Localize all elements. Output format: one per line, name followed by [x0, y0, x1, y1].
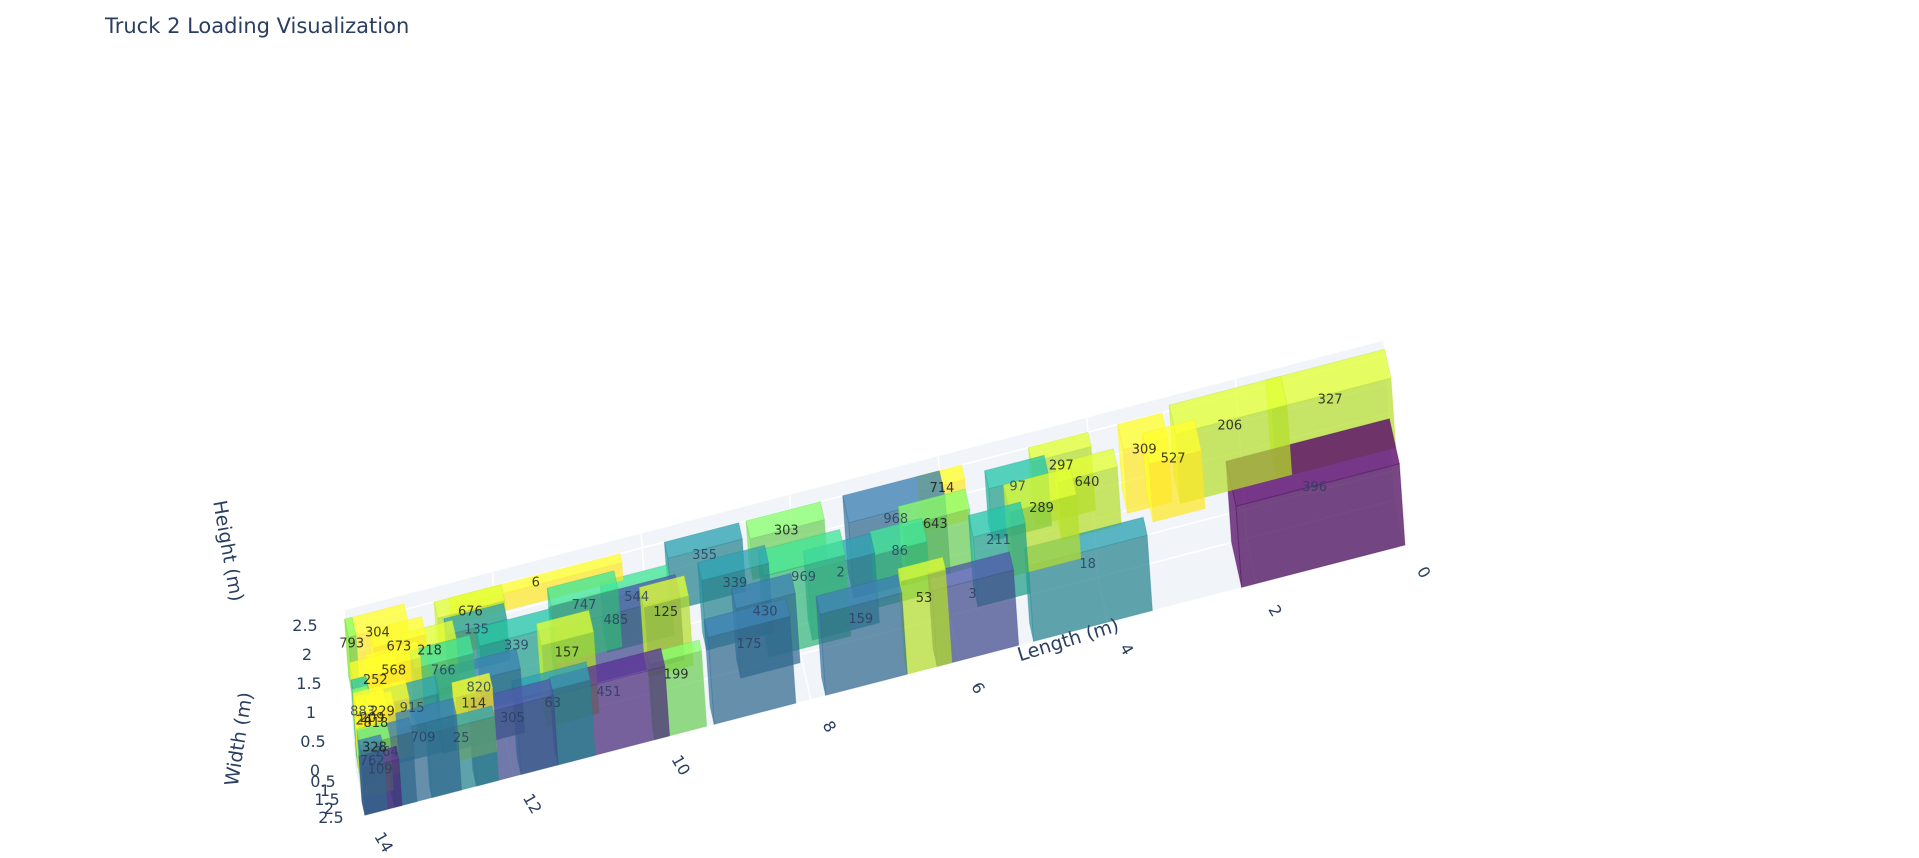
box-label: 114 — [461, 696, 486, 711]
box-label: 818 — [363, 716, 388, 731]
box-label: 968 — [883, 512, 908, 527]
box-label: 135 — [464, 622, 489, 637]
box-label: 766 — [431, 663, 456, 678]
x-tick-label: 10 — [668, 752, 695, 779]
box-label: 175 — [737, 637, 762, 652]
box-label: 714 — [929, 481, 954, 496]
box-label: 157 — [555, 645, 580, 660]
box-label: 305 — [500, 711, 525, 726]
y-tick-label: 0.5 — [310, 772, 335, 791]
box-label: 24 — [356, 714, 373, 729]
box-label: 6 — [532, 575, 540, 590]
cargo-box-159[interactable] — [815, 574, 908, 697]
box-label: 211 — [986, 533, 1011, 548]
box-label: 327 — [1318, 392, 1343, 407]
z-tick-label: 2.5 — [292, 616, 317, 635]
box-label: 485 — [603, 613, 628, 628]
cargo-box-762[interactable] — [357, 733, 388, 816]
cargo-box-527[interactable] — [1141, 419, 1206, 523]
box-label: 159 — [848, 612, 873, 627]
x-tick-label: 2 — [1264, 602, 1286, 620]
box-label: 218 — [417, 643, 442, 658]
box-label: 883 — [350, 704, 375, 719]
box-label: 527 — [1161, 451, 1186, 466]
box-label: 97 — [1009, 479, 1026, 494]
box-label: 25 — [453, 731, 470, 746]
box-label: 709 — [411, 731, 436, 746]
box-label: 2 — [837, 565, 845, 580]
x-tick-label: 0 — [1413, 563, 1435, 581]
box-label: 430 — [753, 604, 778, 619]
box-label: 339 — [504, 639, 529, 654]
box-label: 396 — [1302, 480, 1327, 495]
box-label: 289 — [1029, 501, 1054, 516]
box-label: 793 — [339, 637, 364, 652]
box-label: 764 — [374, 745, 399, 760]
box-label: 109 — [368, 763, 393, 778]
x-tick-label: 14 — [370, 829, 397, 856]
box-label: 63 — [545, 696, 562, 711]
box-label: 747 — [572, 598, 597, 613]
box-label: 762 — [360, 754, 385, 769]
box-label: 643 — [923, 517, 948, 532]
y-tick-label: 1.5 — [314, 790, 339, 809]
box-label: 252 — [363, 673, 388, 688]
cargo-box-396[interactable] — [1225, 418, 1406, 589]
box-label: 209 — [360, 711, 385, 726]
y-axis-title: Width (m) — [221, 691, 258, 788]
box-label: 328 — [362, 741, 387, 756]
box-label: 339 — [722, 576, 747, 591]
x-tick-label: 6 — [967, 679, 989, 697]
box-label: 969 — [791, 570, 816, 585]
box-label: 297 — [1049, 458, 1074, 473]
box-label: 355 — [692, 548, 717, 563]
box-label: 820 — [466, 681, 491, 696]
x-tick-label: 4 — [1116, 640, 1138, 658]
box-label: 199 — [664, 668, 689, 683]
cargo-box-175[interactable] — [703, 597, 797, 726]
chart-title: Truck 2 Loading Visualization — [105, 14, 410, 38]
z-tick-label: 0 — [310, 761, 320, 780]
z-axis-title: Height (m) — [208, 499, 247, 603]
y-tick-label: 2.5 — [318, 808, 343, 827]
box-label: 229 — [370, 705, 395, 720]
box-label: 673 — [386, 640, 411, 655]
box-label: 544 — [624, 590, 649, 605]
box-label: 676 — [458, 605, 483, 620]
z-tick-label: 1.5 — [296, 674, 321, 693]
box-label: 451 — [596, 685, 621, 700]
box-label: 304 — [365, 626, 390, 641]
z-tick-label: 0.5 — [300, 732, 325, 751]
box-label: 53 — [916, 591, 933, 606]
cargo-boxes — [344, 348, 1406, 816]
box-label: 568 — [381, 663, 406, 678]
z-tick-label: 1 — [306, 703, 316, 722]
z-tick-label: 2 — [302, 645, 312, 664]
box-label: 303 — [774, 523, 799, 538]
box-label: 125 — [653, 605, 678, 620]
x-tick-label: 12 — [519, 790, 546, 817]
box-label: 86 — [891, 544, 908, 559]
x-tick-label: 8 — [819, 717, 841, 735]
box-label: 206 — [1217, 418, 1242, 433]
box-label: 18 — [1079, 557, 1096, 572]
box-label: 309 — [1132, 443, 1157, 458]
y-tick-label: 1 — [320, 781, 330, 800]
box-label: 3 — [968, 587, 976, 602]
box-label: 915 — [400, 701, 425, 716]
box-label: 640 — [1075, 475, 1100, 490]
y-tick-label: 2 — [324, 799, 334, 818]
